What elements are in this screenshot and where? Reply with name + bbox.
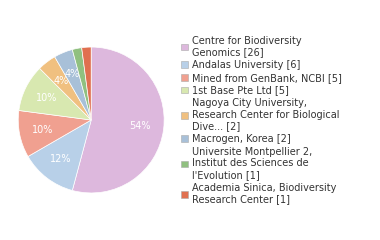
Wedge shape [72,47,164,193]
Text: 4%: 4% [65,69,80,79]
Wedge shape [82,47,91,120]
Text: 10%: 10% [36,93,57,103]
Text: 2%: 2% [0,239,1,240]
Legend: Centre for Biodiversity
Genomics [26], Andalas University [6], Mined from GenBan: Centre for Biodiversity Genomics [26], A… [182,36,342,204]
Text: 4%: 4% [53,76,69,86]
Wedge shape [55,49,91,120]
Text: 10%: 10% [32,125,53,135]
Wedge shape [40,57,91,120]
Wedge shape [72,48,91,120]
Text: 12%: 12% [50,154,72,164]
Text: 2%: 2% [0,239,1,240]
Wedge shape [28,120,91,191]
Wedge shape [19,68,91,120]
Text: 54%: 54% [130,121,151,132]
Wedge shape [18,110,91,156]
